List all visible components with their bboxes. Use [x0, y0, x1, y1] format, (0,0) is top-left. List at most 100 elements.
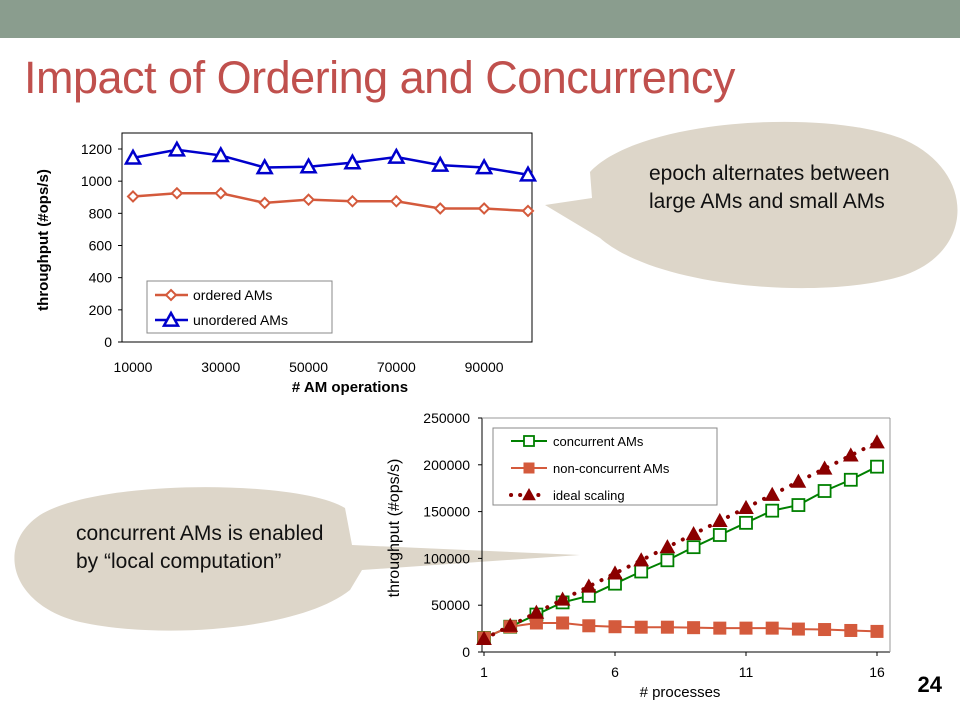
chart1-data-point	[258, 196, 272, 210]
chart1-ytick-label: 200	[89, 302, 113, 318]
callout-concurrent-text: concurrent AMs is enabled by “local comp…	[76, 522, 324, 573]
chart1-x-axis-label: # AM operations	[292, 379, 408, 396]
chart2-ytick-label: 0	[462, 644, 470, 660]
chart1-data-point	[211, 145, 230, 163]
chart2-data-point	[790, 473, 807, 488]
chart2-xtick-label: 11	[739, 664, 754, 680]
chart2-xtick-label: 1	[480, 664, 488, 680]
chart1-ytick-label: 800	[89, 205, 113, 221]
chart2-data-point	[764, 486, 781, 501]
chart2-data-point	[660, 553, 675, 568]
chart1-plot-area	[121, 132, 533, 343]
top-accent-bar	[0, 0, 960, 38]
chart1-data-point	[126, 190, 140, 203]
chart1-data-point	[123, 148, 143, 165]
callout-concurrent-bubble	[14, 487, 581, 631]
chart2-data-point	[870, 459, 884, 474]
chart2-xtick-label: 6	[611, 664, 619, 680]
chart1-ytick-label: 1000	[81, 173, 112, 189]
chart2-ytick-label: 150000	[423, 504, 470, 520]
chart1-ytick-label: 400	[89, 270, 113, 286]
slide-title: Impact of Ordering and Concurrency	[24, 52, 735, 103]
chart2-data-point	[791, 498, 806, 512]
chart2-legend-marker	[523, 462, 535, 474]
chart2-data-point	[711, 512, 728, 528]
chart1-data-point	[299, 157, 318, 174]
chart1-data-point	[474, 157, 494, 175]
chart2-x-axis-label: # processes	[640, 684, 721, 701]
chart1-series-line	[132, 191, 529, 213]
chart2-ytick-label: 200000	[423, 457, 470, 473]
chart1-data-point	[389, 194, 403, 208]
chart2-data-point	[608, 620, 622, 634]
chart2-data-point	[765, 503, 780, 518]
chart1-ytick-label: 0	[104, 334, 112, 350]
chart2-data-point	[660, 620, 674, 634]
chart1-data-point	[433, 202, 447, 215]
chart2-data-point	[582, 619, 596, 633]
chart2-data-point	[739, 621, 753, 635]
chart1-legend-marker	[161, 310, 181, 327]
chart2-legend-label: concurrent AMs	[553, 434, 644, 449]
chart1-data-point	[302, 193, 315, 207]
chart2-series-line	[483, 621, 878, 639]
chart2-y-axis-label: throughput (#ops/s)	[386, 459, 403, 598]
chart2-data-point	[687, 621, 701, 635]
chart1-data-point	[518, 165, 538, 182]
chart2-series-line	[483, 465, 878, 639]
chart1-ytick-label: 600	[89, 238, 113, 254]
chart1-data-point	[521, 204, 535, 218]
chart2-data-point	[685, 526, 702, 541]
chart2-data-point	[843, 472, 858, 487]
chart1-data-point	[387, 147, 406, 164]
chart2-ytick-label: 50000	[431, 597, 470, 613]
chart2-data-point	[659, 539, 676, 554]
chart2-data-point	[765, 621, 779, 635]
chart2-data-point	[713, 621, 727, 635]
chart2-data-point	[556, 616, 570, 630]
chart2-data-point	[869, 434, 885, 449]
chart2-data-point	[634, 564, 649, 579]
chart1-data-point	[214, 186, 228, 200]
chart2-data-point	[502, 617, 519, 632]
chart2-data-point	[870, 624, 884, 638]
chart1-data-point	[170, 186, 184, 200]
chart1-xtick-label: 50000	[289, 359, 328, 375]
chart2-data-point	[818, 623, 832, 637]
chart1-ytick-label: 1200	[81, 141, 112, 157]
chart2-data-point	[738, 499, 754, 514]
chart2-data-point	[842, 447, 859, 462]
chart2-data-point	[791, 622, 805, 636]
chart2-data-point	[607, 565, 623, 580]
chart2-legend-label: non-concurrent AMs	[553, 461, 670, 476]
chart2-data-point	[816, 460, 833, 475]
chart2-legend-marker	[522, 487, 536, 501]
chart2-ytick-label: 100000	[423, 550, 470, 566]
chart1-legend-marker	[164, 288, 178, 302]
chart1-xtick-label: 70000	[377, 359, 416, 375]
page-number: 24	[917, 672, 942, 697]
chart2-data-point	[817, 484, 832, 498]
chart1-data-point	[343, 153, 362, 170]
chart2-data-point	[634, 620, 648, 634]
chart2-data-point	[712, 528, 727, 542]
chart2-xtick-label: 16	[869, 664, 885, 680]
chart2-data-point	[528, 604, 545, 619]
chart1-data-point	[346, 194, 359, 208]
chart1-data-point	[431, 155, 450, 172]
chart2-data-point	[686, 540, 701, 555]
chart2-data-point	[476, 630, 492, 645]
chart2-data-point	[554, 591, 571, 606]
chart2-data-point	[739, 515, 753, 530]
chart1-data-point	[255, 157, 274, 175]
callout-epoch-bubble	[545, 121, 958, 289]
chart2-legend-marker	[523, 435, 535, 447]
chart2-data-point	[633, 552, 650, 567]
chart1-legend-label: unordered AMs	[193, 312, 288, 328]
chart2-legend-label: ideal scaling	[553, 488, 625, 503]
chart1-series-line	[132, 148, 529, 176]
chart1-data-point	[477, 202, 491, 215]
chart1-y-axis-label: throughput (#ops/s)	[35, 169, 52, 311]
chart2-data-point	[844, 623, 858, 637]
